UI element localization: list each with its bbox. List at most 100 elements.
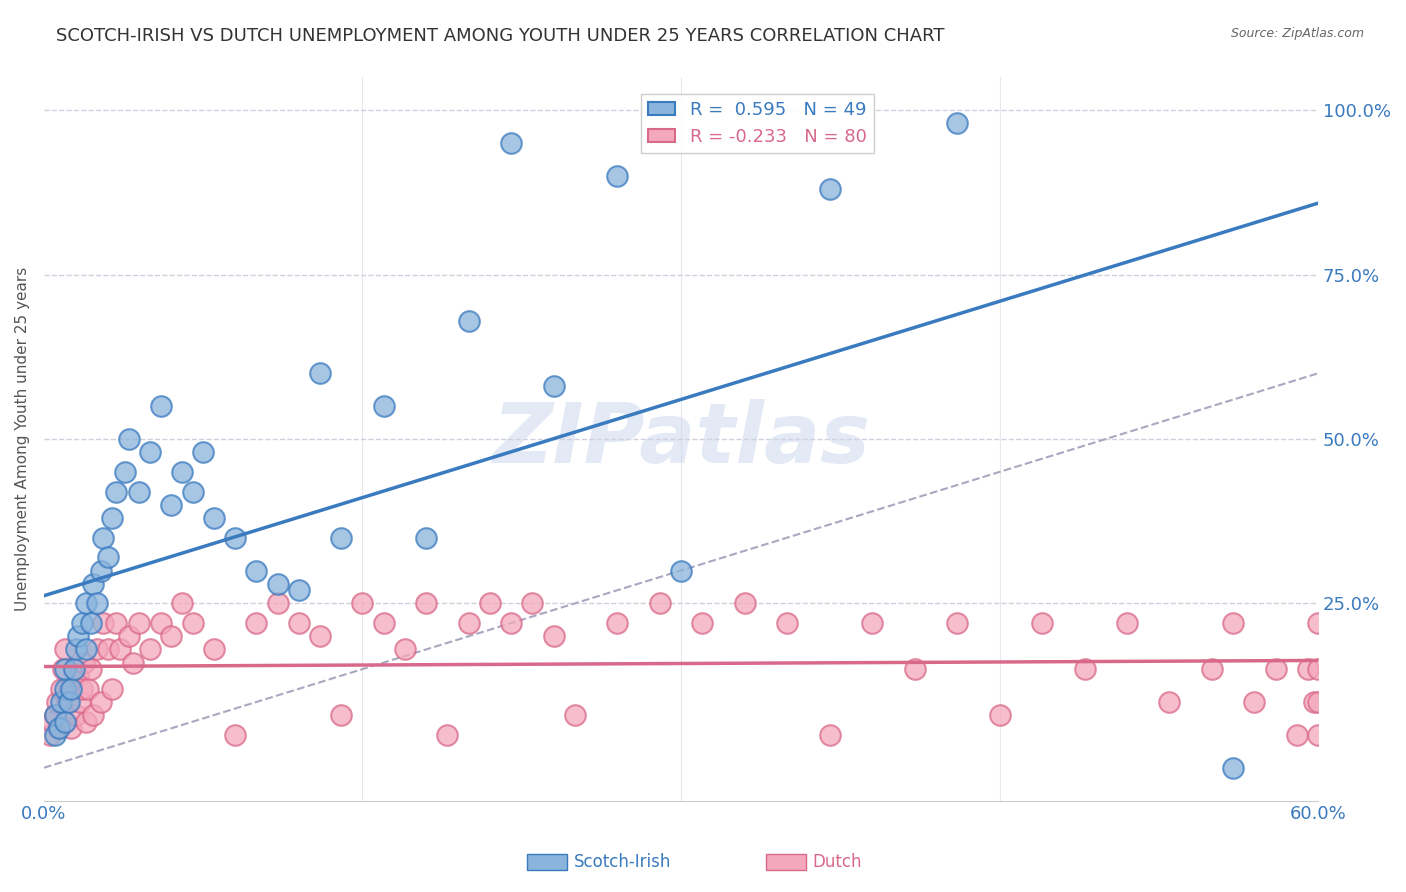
Point: [49, 681, 72, 696]
Point: [86, 596, 108, 610]
Point: [160, 498, 183, 512]
Point: [56, 695, 79, 709]
Point: [1285, 728, 1308, 742]
Point: [62, 662, 84, 676]
Point: [606, 616, 628, 631]
Point: [118, 432, 141, 446]
Point: [1116, 616, 1139, 631]
Point: [501, 616, 523, 631]
Point: [1296, 662, 1319, 676]
Y-axis label: Unemployment Among Youth under 25 years: Unemployment Among Youth under 25 years: [15, 267, 30, 611]
Point: [860, 616, 883, 631]
Point: [287, 583, 309, 598]
Point: [139, 445, 162, 459]
Point: [128, 616, 150, 631]
Point: [65, 708, 87, 723]
Point: [522, 596, 544, 610]
Point: [352, 596, 374, 610]
Point: [53, 642, 76, 657]
Point: [86, 642, 108, 657]
Point: [114, 465, 136, 479]
Point: [734, 596, 756, 610]
Point: [224, 531, 246, 545]
Point: [53, 681, 76, 696]
Point: [90, 695, 112, 709]
Point: [52, 662, 75, 676]
Point: [202, 642, 225, 657]
Point: [75, 642, 97, 657]
Point: [669, 564, 692, 578]
Point: [41, 714, 63, 729]
Point: [606, 169, 628, 183]
Point: [564, 708, 586, 723]
Point: [181, 616, 204, 631]
Point: [105, 484, 128, 499]
Point: [53, 662, 76, 676]
Point: [1308, 695, 1330, 709]
Point: [202, 511, 225, 525]
Text: Scotch-Irish: Scotch-Irish: [574, 853, 671, 871]
Point: [75, 714, 97, 729]
Point: [97, 642, 120, 657]
Point: [287, 616, 309, 631]
Point: [1073, 662, 1095, 676]
Point: [53, 714, 76, 729]
Point: [193, 445, 215, 459]
Point: [394, 642, 416, 657]
Point: [44, 708, 66, 723]
Point: [181, 484, 204, 499]
Point: [82, 576, 104, 591]
Point: [373, 616, 395, 631]
Point: [501, 136, 523, 151]
Point: [139, 642, 162, 657]
Point: [946, 116, 969, 130]
Point: [101, 511, 124, 525]
Point: [1222, 616, 1244, 631]
Point: [79, 662, 101, 676]
Point: [49, 695, 72, 709]
Point: [648, 596, 671, 610]
Point: [988, 708, 1011, 723]
Point: [62, 662, 84, 676]
Point: [122, 656, 145, 670]
Point: [330, 708, 353, 723]
Point: [309, 366, 332, 380]
Point: [65, 642, 87, 657]
Point: [44, 708, 66, 723]
Point: [48, 721, 70, 735]
Text: SCOTCH-IRISH VS DUTCH UNEMPLOYMENT AMONG YOUTH UNDER 25 YEARS CORRELATION CHART: SCOTCH-IRISH VS DUTCH UNEMPLOYMENT AMONG…: [56, 27, 945, 45]
Point: [60, 721, 83, 735]
Point: [266, 576, 288, 591]
Point: [66, 669, 89, 683]
Point: [170, 596, 193, 610]
Point: [224, 728, 246, 742]
Point: [543, 379, 565, 393]
Point: [69, 695, 91, 709]
Point: [110, 642, 132, 657]
Point: [149, 616, 172, 631]
Point: [93, 616, 115, 631]
Point: [149, 399, 172, 413]
Point: [457, 314, 479, 328]
Point: [170, 465, 193, 479]
Point: [75, 596, 97, 610]
Point: [93, 531, 115, 545]
Point: [60, 681, 83, 696]
Point: [309, 629, 332, 643]
Point: [543, 629, 565, 643]
Point: [128, 484, 150, 499]
Text: Source: ZipAtlas.com: Source: ZipAtlas.com: [1230, 27, 1364, 40]
Point: [818, 728, 841, 742]
Text: ZIPatlas: ZIPatlas: [492, 399, 870, 480]
Point: [1264, 662, 1286, 676]
Point: [266, 596, 288, 610]
Point: [53, 714, 76, 729]
Point: [39, 728, 62, 742]
Point: [1308, 616, 1330, 631]
Point: [1308, 662, 1330, 676]
Legend: R =  0.595   N = 49, R = -0.233   N = 80: R = 0.595 N = 49, R = -0.233 N = 80: [641, 94, 875, 153]
Point: [1159, 695, 1181, 709]
Point: [160, 629, 183, 643]
Point: [904, 662, 927, 676]
Point: [90, 564, 112, 578]
